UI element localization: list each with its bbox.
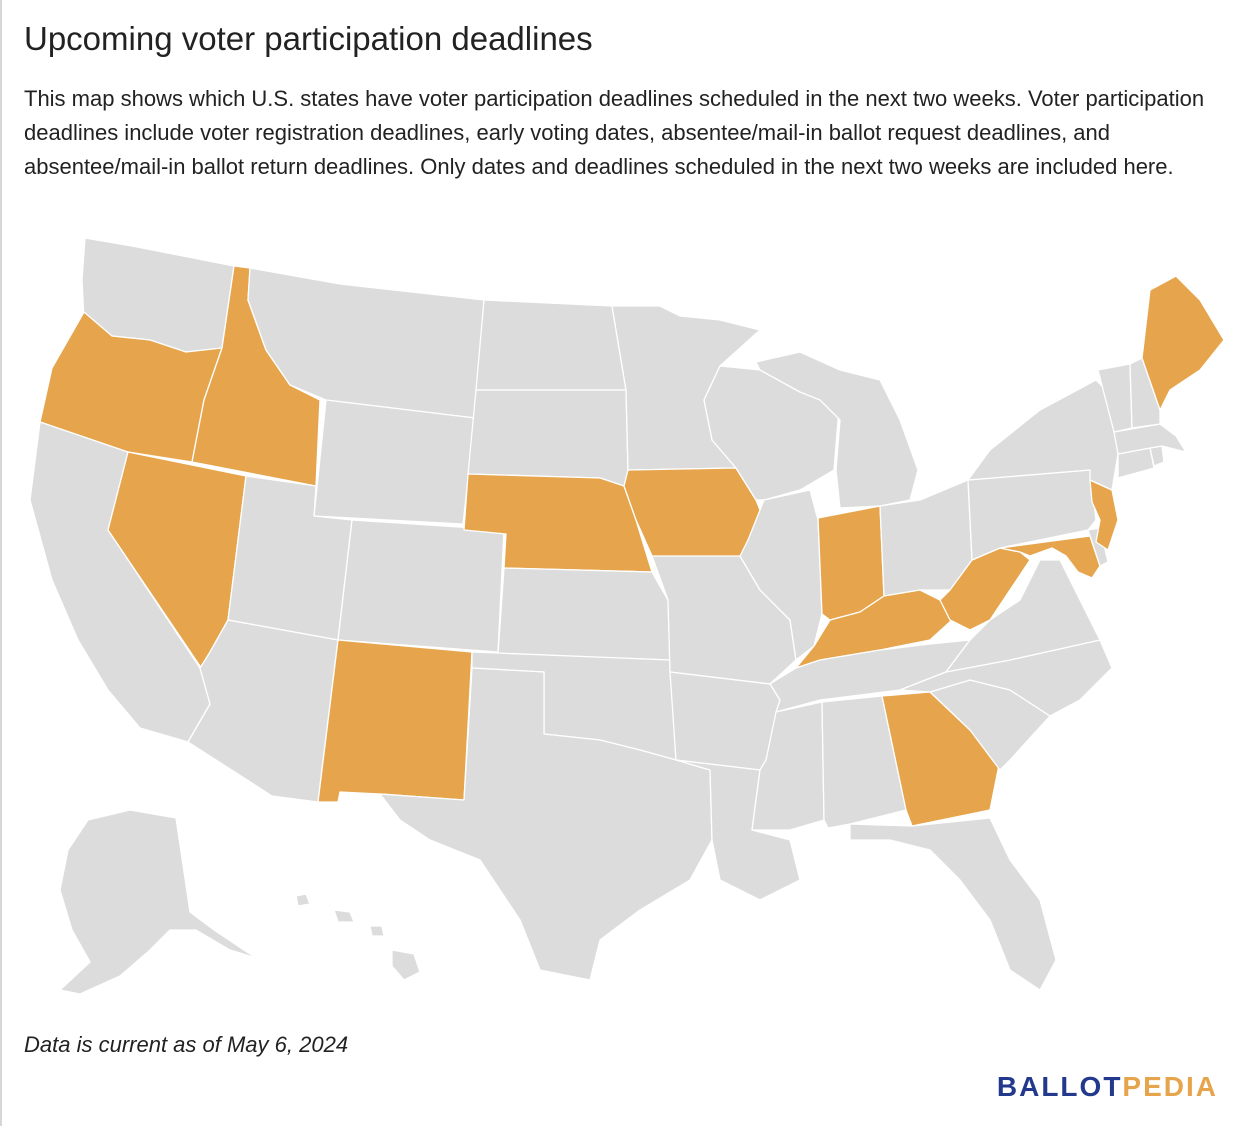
state-arkansas[interactable] <box>669 671 781 771</box>
state-iowa[interactable] <box>623 467 765 561</box>
logo-part-ballot: BALLOT <box>996 1071 1123 1102</box>
page-title: Upcoming voter participation deadlines <box>24 20 593 57</box>
state-new-york[interactable] <box>967 379 1119 491</box>
state-maine[interactable] <box>1141 275 1225 411</box>
frame-border <box>0 0 2 1126</box>
state-kentucky[interactable] <box>795 589 953 669</box>
state-colorado[interactable] <box>337 519 505 653</box>
ballotpedia-logo[interactable]: BALLOTPEDIA <box>997 1071 1218 1103</box>
us-map <box>29 237 1225 995</box>
data-date-note: Data is current as of May 6, 2024 <box>24 1032 349 1057</box>
state-massachusetts[interactable] <box>1113 423 1187 455</box>
state-kansas[interactable] <box>497 567 671 661</box>
state-new-mexico[interactable] <box>317 639 473 803</box>
state-hawaii[interactable] <box>295 893 421 981</box>
logo-part-pedia: PEDIA <box>1122 1071 1218 1102</box>
state-florida[interactable] <box>849 817 1057 991</box>
state-south-dakota[interactable] <box>467 389 629 487</box>
state-virginia[interactable] <box>945 559 1101 673</box>
state-alaska[interactable] <box>59 809 257 995</box>
state-texas[interactable] <box>379 667 713 981</box>
state-north-dakota[interactable] <box>475 299 627 391</box>
state-illinois[interactable] <box>739 489 823 661</box>
state-new-jersey[interactable] <box>1089 479 1119 551</box>
state-new-hampshire[interactable] <box>1129 357 1161 429</box>
state-wyoming[interactable] <box>313 399 476 525</box>
state-delaware[interactable] <box>1087 527 1109 567</box>
map-description: This map shows which U.S. states have vo… <box>24 86 1205 179</box>
